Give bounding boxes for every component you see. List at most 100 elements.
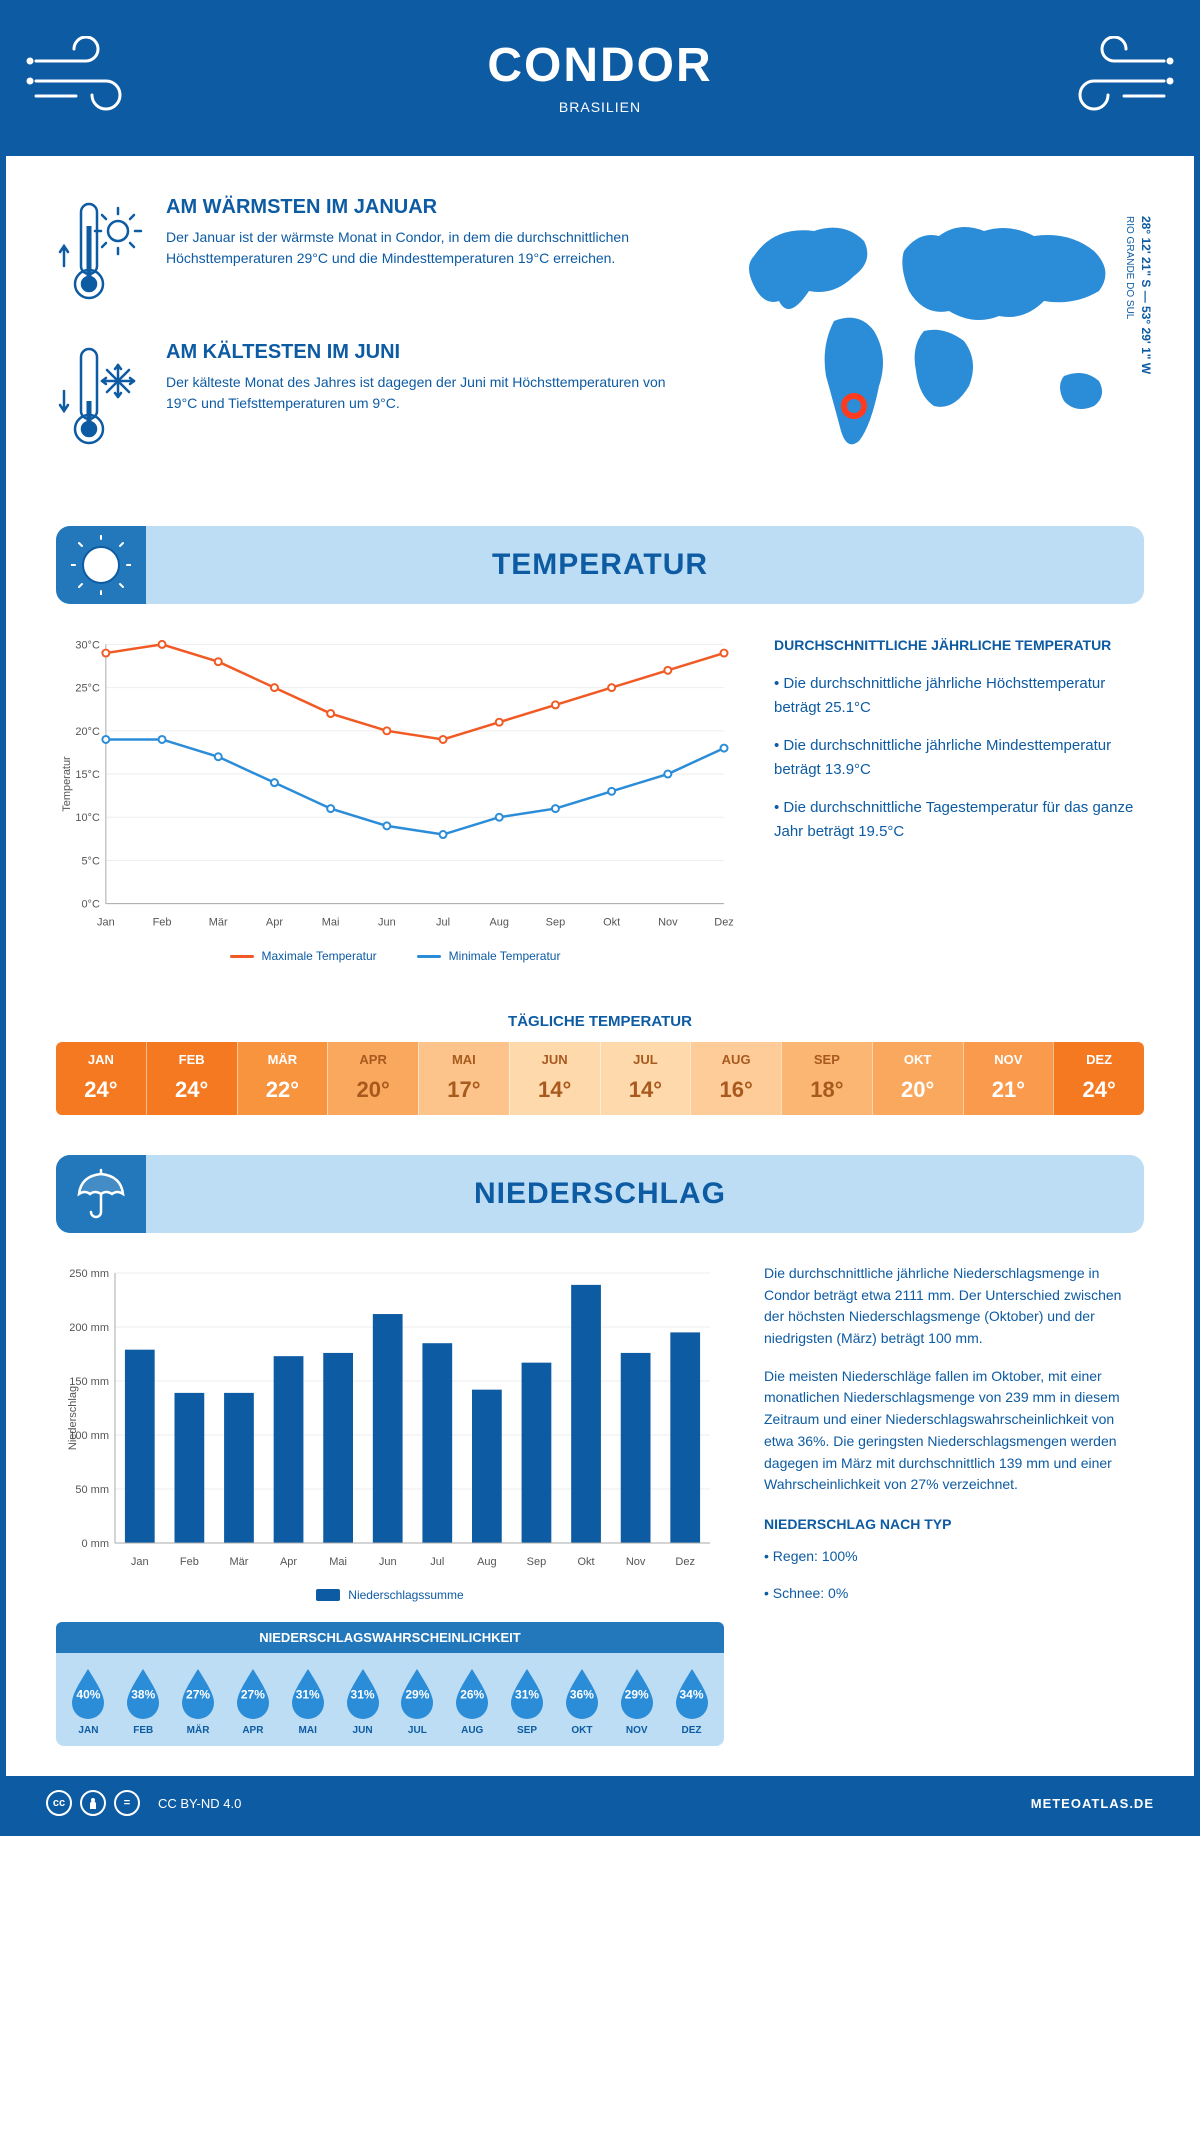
top-info: AM WÄRMSTEN IM JANUAR Der Januar ist der… <box>6 156 1194 516</box>
svg-text:Dez: Dez <box>714 917 733 929</box>
svg-text:Temperatur: Temperatur <box>61 756 73 812</box>
temperature-banner: TEMPERATUR <box>56 526 1144 604</box>
svg-text:Jan: Jan <box>97 917 115 929</box>
svg-text:20°C: 20°C <box>75 726 100 738</box>
daily-temp-title: TÄGLICHE TEMPERATUR <box>6 1013 1194 1030</box>
svg-text:0°C: 0°C <box>81 899 99 911</box>
svg-text:5°C: 5°C <box>81 855 99 867</box>
daily-temp-cell: JAN24° <box>56 1042 146 1115</box>
thermometer-cold-icon <box>56 341 146 451</box>
wind-icon-right <box>1034 36 1174 116</box>
warmest-text: Der Januar ist der wärmste Monat in Cond… <box>166 227 684 269</box>
svg-text:Mär: Mär <box>209 917 228 929</box>
precipitation-heading: NIEDERSCHLAG <box>76 1177 1124 1211</box>
svg-text:30°C: 30°C <box>75 639 100 651</box>
license-label: CC BY-ND 4.0 <box>158 1796 241 1811</box>
svg-text:50 mm: 50 mm <box>75 1484 109 1496</box>
infographic-container: CONDOR BRASILIEN <box>0 0 1200 1836</box>
precipitation-banner: NIEDERSCHLAG <box>56 1155 1144 1233</box>
temperature-text: DURCHSCHNITTLICHE JÄHRLICHE TEMPERATUR •… <box>774 634 1144 963</box>
svg-text:Feb: Feb <box>153 917 172 929</box>
daily-temp-table: JAN24°FEB24°MÄR22°APR20°MAI17°JUN14°JUL1… <box>56 1042 1144 1115</box>
svg-text:200 mm: 200 mm <box>69 1322 109 1334</box>
page-subtitle: BRASILIEN <box>166 99 1034 115</box>
svg-text:Aug: Aug <box>477 1556 497 1568</box>
coldest-title: AM KÄLTESTEN IM JUNI <box>166 341 684 364</box>
wind-icon-left <box>26 36 166 116</box>
precip-prob-cell: 36%OKT <box>555 1667 608 1736</box>
svg-text:Feb: Feb <box>180 1556 199 1568</box>
precip-prob-cell: 31%MAI <box>281 1667 334 1736</box>
umbrella-icon <box>73 1166 129 1222</box>
temperature-legend: Maximale Temperatur Minimale Temperatur <box>56 949 734 963</box>
page-title: CONDOR <box>166 38 1034 93</box>
precip-prob-cell: 40%JAN <box>62 1667 115 1736</box>
precip-prob-cell: 26%AUG <box>446 1667 499 1736</box>
precip-prob-cell: 31%JUN <box>336 1667 389 1736</box>
svg-text:Apr: Apr <box>266 917 283 929</box>
svg-text:0 mm: 0 mm <box>82 1538 110 1550</box>
daily-temp-cell: AUG16° <box>690 1042 781 1115</box>
daily-temp-cell: SEP18° <box>781 1042 872 1115</box>
daily-temp-cell: NOV21° <box>963 1042 1054 1115</box>
coordinates: 28° 12' 21" S — 53° 29' 1" W RIO GRANDE … <box>1120 216 1154 374</box>
svg-text:Aug: Aug <box>489 917 509 929</box>
precipitation-legend: Niederschlagssumme <box>56 1588 724 1602</box>
precip-prob-cell: 34%DEZ <box>665 1667 718 1736</box>
precipitation-section: 0 mm50 mm100 mm150 mm200 mm250 mmJanFebM… <box>6 1233 1194 1776</box>
svg-text:Dez: Dez <box>675 1556 695 1568</box>
svg-text:250 mm: 250 mm <box>69 1268 109 1280</box>
daily-temp-cell: JUN14° <box>509 1042 600 1115</box>
warmest-title: AM WÄRMSTEN IM JANUAR <box>166 196 684 219</box>
license-icons: cc = CC BY-ND 4.0 <box>46 1790 241 1816</box>
svg-text:25°C: 25°C <box>75 683 100 695</box>
daily-temp-cell: JUL14° <box>600 1042 691 1115</box>
daily-temp-cell: OKT20° <box>872 1042 963 1115</box>
svg-text:Mai: Mai <box>329 1556 347 1568</box>
svg-text:15°C: 15°C <box>75 769 100 781</box>
svg-text:Okt: Okt <box>603 917 620 929</box>
daily-temp-cell: APR20° <box>327 1042 418 1115</box>
svg-text:Jul: Jul <box>430 1556 444 1568</box>
daily-temp-cell: MÄR22° <box>237 1042 328 1115</box>
coldest-block: AM KÄLTESTEN IM JUNI Der kälteste Monat … <box>56 341 684 451</box>
cc-icon: cc <box>46 1790 72 1816</box>
svg-text:Nov: Nov <box>626 1556 646 1568</box>
precip-prob-cell: 38%FEB <box>117 1667 170 1736</box>
thermometer-hot-icon <box>56 196 146 306</box>
daily-temp-cell: DEZ24° <box>1053 1042 1144 1115</box>
by-icon <box>80 1790 106 1816</box>
warmest-block: AM WÄRMSTEN IM JANUAR Der Januar ist der… <box>56 196 684 306</box>
precip-probability-title: NIEDERSCHLAGSWAHRSCHEINLICHKEIT <box>56 1622 724 1653</box>
precip-prob-cell: 27%APR <box>226 1667 279 1736</box>
svg-text:10°C: 10°C <box>75 812 100 824</box>
daily-temp-cell: MAI17° <box>418 1042 509 1115</box>
sun-icon <box>71 535 131 595</box>
svg-text:Sep: Sep <box>527 1556 547 1568</box>
precipitation-text: Die durchschnittliche jährliche Niedersc… <box>764 1263 1144 1746</box>
svg-text:Sep: Sep <box>546 917 566 929</box>
footer: cc = CC BY-ND 4.0 METEOATLAS.DE <box>6 1776 1194 1830</box>
world-map: 28° 12' 21" S — 53° 29' 1" W RIO GRANDE … <box>724 196 1144 486</box>
svg-text:Nov: Nov <box>658 917 678 929</box>
precip-prob-cell: 29%JUL <box>391 1667 444 1736</box>
daily-temp-cell: FEB24° <box>146 1042 237 1115</box>
header: CONDOR BRASILIEN <box>6 6 1194 156</box>
temperature-heading: TEMPERATUR <box>76 548 1124 582</box>
temperature-line-chart: 0°C 5°C 10°C 15°C 20°C 25°C 30°C Jan Feb Mär Apr Ma… <box>56 634 734 934</box>
precip-probability-row: 40%JAN38%FEB27%MÄR27%APR31%MAI31%JUN29%J… <box>56 1653 724 1746</box>
coldest-text: Der kälteste Monat des Jahres ist dagege… <box>166 372 684 414</box>
nd-icon: = <box>114 1790 140 1816</box>
svg-text:Jan: Jan <box>131 1556 149 1568</box>
site-name: METEOATLAS.DE <box>1031 1796 1154 1811</box>
svg-text:Mai: Mai <box>322 917 340 929</box>
precipitation-bar-chart: 0 mm50 mm100 mm150 mm200 mm250 mmJanFebM… <box>56 1263 724 1573</box>
svg-text:Niederschlag: Niederschlag <box>67 1386 79 1450</box>
svg-text:Okt: Okt <box>577 1556 594 1568</box>
svg-text:Apr: Apr <box>280 1556 297 1568</box>
svg-text:Jun: Jun <box>379 1556 397 1568</box>
svg-text:Mär: Mär <box>229 1556 248 1568</box>
temperature-section: 0°C 5°C 10°C 15°C 20°C 25°C 30°C Jan Feb Mär Apr Ma… <box>6 604 1194 983</box>
precip-prob-cell: 31%SEP <box>501 1667 554 1736</box>
precip-prob-cell: 29%NOV <box>610 1667 663 1736</box>
